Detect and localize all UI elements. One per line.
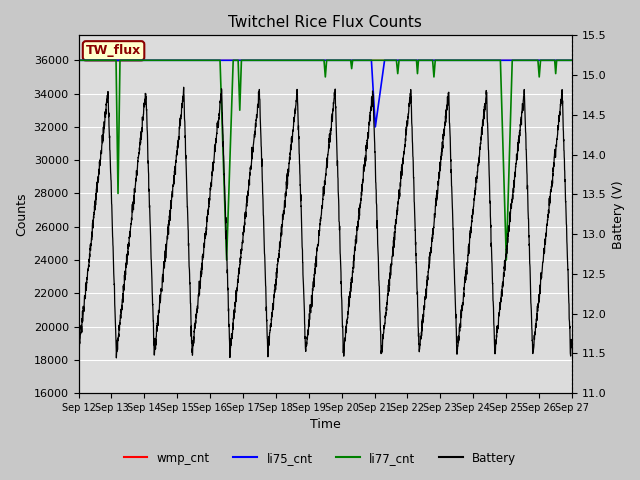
Y-axis label: Battery (V): Battery (V) [612,180,625,249]
Y-axis label: Counts: Counts [15,192,28,236]
Title: Twitchel Rice Flux Counts: Twitchel Rice Flux Counts [228,15,422,30]
Text: TW_flux: TW_flux [86,44,141,57]
Legend: wmp_cnt, li75_cnt, li77_cnt, Battery: wmp_cnt, li75_cnt, li77_cnt, Battery [119,447,521,469]
X-axis label: Time: Time [310,419,340,432]
